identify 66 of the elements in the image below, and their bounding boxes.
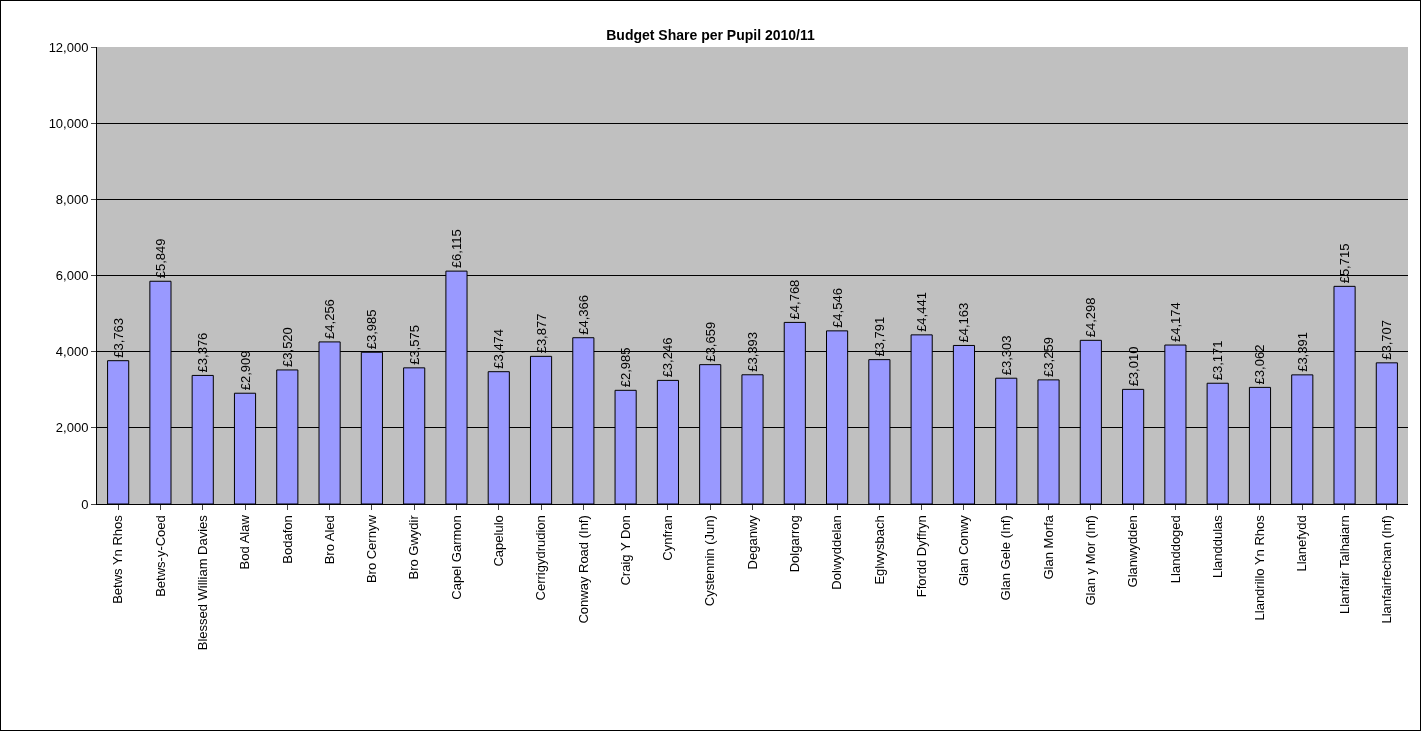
x-tick-label: Conway Road (Inf) [575,515,591,624]
data-label: £4,768 [787,279,803,320]
x-tick-label: Llanddulas [1209,514,1225,579]
data-label: £3,474 [491,328,507,369]
data-label: £3,376 [195,332,211,373]
y-tick-label: 2,000 [55,420,89,436]
x-tick-label: Glan Gele (Inf) [998,515,1014,601]
x-tick-label: Glan Conwy [956,514,972,587]
x-tick-label: Dolwyddelan [829,515,845,590]
x-tick-label: Llanddoged [1167,515,1183,584]
x-tick-label: Cynfran [660,515,676,561]
x-tick-label: Blessed William Davies [194,514,210,651]
x-tick-label: Bro Gwydir [406,514,422,580]
data-label: £4,256 [322,299,338,339]
x-tick-label: Cystennin (Jun) [702,515,718,607]
x-tick-label: Llanfair Talhaiarn [1336,515,1352,614]
x-tick-label: Glanwydden [1125,515,1141,588]
x-tick-label: Bod Alaw [237,514,253,570]
data-label: £3,259 [1041,337,1057,377]
x-tick-label: Capel Garmon [448,515,464,600]
y-tick-label: 4,000 [55,344,89,360]
data-label: £3,246 [660,337,676,378]
x-tick-label: Betws Yn Rhos [110,514,126,604]
data-label: £4,441 [914,292,930,332]
x-tick-label: Capelulo [490,515,506,567]
data-label: £4,546 [829,288,845,328]
data-label: £5,715 [1337,243,1353,284]
x-tick-label: Llanfairfechan (Inf) [1379,515,1395,624]
data-label: £3,763 [110,317,126,358]
data-label: £4,163 [956,302,972,343]
data-label: £3,659 [702,321,718,362]
y-tick-label: 6,000 [55,268,89,284]
data-label: £3,707 [1379,320,1395,360]
x-tick-label: Ffordd Dyffryn [913,515,929,598]
data-label: £3,520 [279,327,295,367]
x-tick-label: Cerrigydrudion [533,515,549,601]
y-tick-label: 12,000 [48,39,89,55]
data-label: £3,393 [745,332,760,372]
y-tick-label: 0 [81,496,89,512]
data-label: £6,115 [448,229,464,269]
data-label: £3,391 [1294,332,1310,372]
x-tick-label: Glan Morfa [1040,514,1056,580]
x-tick-label: Dolgarrog [787,515,803,573]
data-label: £3,791 [871,316,887,357]
x-tick-label: Craig Y Don [617,515,633,586]
data-label: £4,174 [1167,302,1183,343]
data-label: £3,010 [1125,346,1141,387]
data-label: £2,985 [618,347,634,388]
data-label: £5,849 [152,238,168,279]
x-tick-label: Betws-y-Coed [152,515,168,597]
y-tick-label: 10,000 [48,115,89,131]
x-tick-label: Eglwysbach [871,515,887,585]
x-tick-label: Deganwy [744,514,760,570]
x-tick-label: Bro Aled [321,515,337,565]
chart-title: Budget Share per Pupil 2010/11 [606,26,815,43]
x-tick-label: Glan y Mor (Inf) [1083,515,1099,606]
x-tick-label: Bodafon [279,515,295,564]
data-label: £3,062 [1252,344,1268,385]
data-label: £4,366 [575,294,591,335]
y-tick-label: 8,000 [55,191,89,207]
data-label: £2,909 [237,350,253,391]
x-tick-label: Llandrillo Yn Rhos [1252,514,1268,621]
data-label: £4,298 [1083,297,1099,338]
data-label: £3,985 [364,309,380,350]
x-tick-label: Llanefydd [1294,515,1310,572]
x-tick-label: Bro Cernyw [364,514,380,584]
